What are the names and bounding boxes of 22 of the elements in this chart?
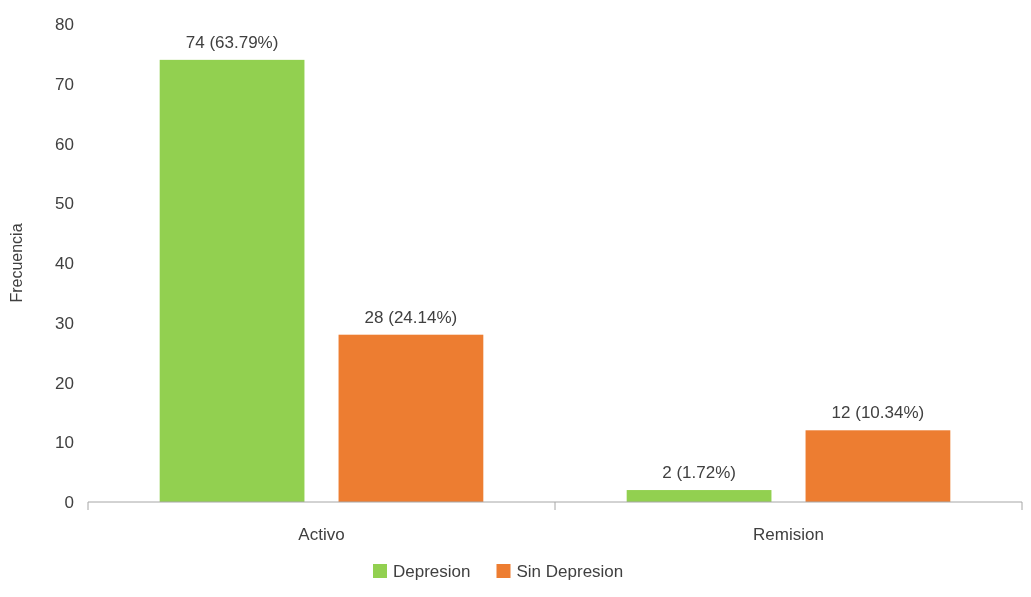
bar xyxy=(338,334,484,502)
bar xyxy=(805,430,951,502)
data-label: 2 (1.72%) xyxy=(662,463,736,483)
bar xyxy=(626,490,772,502)
legend-label: Depresion xyxy=(393,562,471,581)
y-tick-label: 60 xyxy=(55,134,74,154)
y-tick-label: 50 xyxy=(55,194,74,214)
y-tick-label: 80 xyxy=(55,15,74,34)
data-label: 74 (63.79%) xyxy=(185,32,279,52)
legend-label: Sin Depresion xyxy=(516,562,624,581)
y-tick-label: 0 xyxy=(64,493,74,512)
x-tick-label: Activo xyxy=(298,525,345,544)
y-tick-label: 40 xyxy=(55,254,74,273)
data-label: 12 (10.34%) xyxy=(831,403,925,423)
y-tick-label: 30 xyxy=(55,313,74,333)
data-label: 28 (24.14%) xyxy=(364,307,458,327)
y-tick-label: 20 xyxy=(55,373,74,393)
bar xyxy=(159,59,305,502)
y-tick-label: 10 xyxy=(55,433,74,453)
x-tick-label: Remision xyxy=(753,525,824,544)
y-axis-title: Frecuencia xyxy=(8,223,25,303)
y-tick-label: 70 xyxy=(55,74,74,94)
